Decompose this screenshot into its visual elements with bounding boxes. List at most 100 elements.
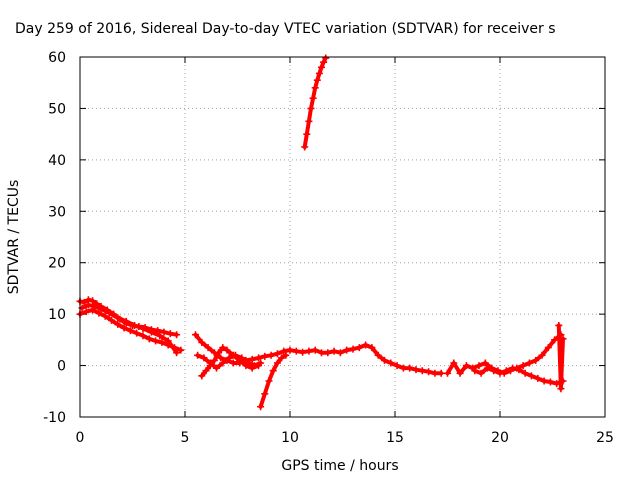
series-7 bbox=[301, 54, 330, 151]
data-point bbox=[477, 369, 485, 377]
data-point bbox=[194, 351, 202, 359]
data-point bbox=[368, 344, 376, 352]
data-point bbox=[528, 372, 535, 380]
data-point bbox=[311, 84, 319, 92]
data-point bbox=[301, 143, 309, 151]
data-point bbox=[225, 354, 233, 362]
data-point bbox=[91, 302, 99, 310]
data-point bbox=[242, 362, 250, 370]
data-point bbox=[546, 378, 554, 386]
data-point bbox=[320, 58, 328, 66]
data-point bbox=[114, 314, 122, 322]
data-point bbox=[229, 351, 237, 359]
data-point bbox=[97, 305, 105, 313]
data-point bbox=[267, 351, 275, 359]
data-point bbox=[114, 320, 122, 328]
data-point bbox=[177, 346, 185, 354]
data-point bbox=[95, 309, 103, 317]
x-axis-label: GPS time / hours bbox=[281, 458, 398, 474]
data-point bbox=[278, 354, 286, 362]
data-point bbox=[192, 331, 199, 339]
data-point bbox=[145, 335, 153, 343]
data-point bbox=[166, 330, 174, 338]
data-point bbox=[343, 346, 351, 354]
y-tick-label: 0 bbox=[57, 359, 66, 375]
data-point bbox=[318, 63, 325, 71]
data-point bbox=[362, 341, 370, 349]
data-point bbox=[286, 346, 294, 354]
data-point bbox=[147, 328, 155, 336]
data-point bbox=[215, 349, 223, 357]
data-point bbox=[374, 351, 382, 359]
data-point bbox=[456, 369, 464, 377]
data-point bbox=[509, 364, 517, 372]
y-tick-label: 30 bbox=[48, 204, 66, 220]
data-point bbox=[313, 76, 321, 84]
data-point bbox=[450, 359, 458, 367]
data-point bbox=[540, 377, 548, 385]
data-point bbox=[219, 359, 227, 367]
x-tick-label: 15 bbox=[386, 430, 404, 446]
data-point bbox=[105, 309, 113, 317]
data-point bbox=[213, 364, 220, 372]
series-10 bbox=[555, 321, 567, 393]
data-point bbox=[475, 362, 483, 370]
series-5 bbox=[198, 344, 262, 380]
x-tick-label: 20 bbox=[491, 430, 509, 446]
data-point bbox=[108, 316, 115, 324]
data-point bbox=[255, 362, 262, 370]
data-point bbox=[299, 348, 307, 356]
data-point bbox=[483, 364, 491, 372]
data-point bbox=[324, 349, 332, 357]
data-point bbox=[471, 367, 479, 375]
data-point bbox=[248, 355, 256, 363]
data-point bbox=[538, 351, 546, 359]
data-points bbox=[76, 54, 567, 411]
data-point bbox=[160, 328, 168, 336]
data-point bbox=[257, 403, 265, 411]
data-point bbox=[303, 130, 311, 138]
data-point bbox=[555, 321, 563, 329]
series-9 bbox=[471, 364, 567, 388]
data-point bbox=[305, 347, 313, 355]
y-tick-label: 10 bbox=[48, 307, 66, 323]
data-point bbox=[282, 351, 290, 359]
data-point bbox=[202, 367, 210, 375]
data-point bbox=[431, 369, 439, 377]
data-point bbox=[355, 344, 363, 352]
data-point bbox=[126, 327, 134, 335]
data-point bbox=[490, 367, 498, 375]
data-point bbox=[336, 349, 344, 357]
data-point bbox=[309, 94, 317, 102]
data-point bbox=[248, 364, 256, 372]
data-point bbox=[418, 367, 426, 375]
data-point bbox=[311, 346, 319, 354]
data-point bbox=[261, 390, 269, 398]
data-point bbox=[292, 347, 300, 355]
data-point bbox=[521, 369, 529, 377]
data-point bbox=[139, 325, 147, 333]
data-point bbox=[437, 369, 445, 377]
data-point bbox=[273, 350, 281, 358]
data-point bbox=[80, 298, 88, 306]
data-point bbox=[120, 324, 128, 332]
data-point bbox=[158, 338, 166, 346]
x-tick-label: 0 bbox=[76, 430, 85, 446]
series-band bbox=[258, 353, 288, 409]
data-point bbox=[534, 374, 542, 382]
data-point bbox=[559, 335, 567, 343]
data-point bbox=[236, 356, 244, 364]
y-tick-label: 20 bbox=[48, 256, 66, 272]
data-point bbox=[89, 297, 97, 305]
y-tick-label: 60 bbox=[48, 50, 66, 66]
data-point bbox=[406, 364, 414, 372]
data-point bbox=[318, 349, 325, 357]
data-point bbox=[519, 362, 527, 370]
data-point bbox=[269, 367, 277, 375]
data-point bbox=[381, 356, 388, 364]
data-point bbox=[255, 354, 262, 362]
data-point bbox=[164, 337, 172, 345]
data-point bbox=[481, 359, 489, 367]
series-6 bbox=[257, 351, 290, 411]
data-point bbox=[198, 338, 206, 346]
